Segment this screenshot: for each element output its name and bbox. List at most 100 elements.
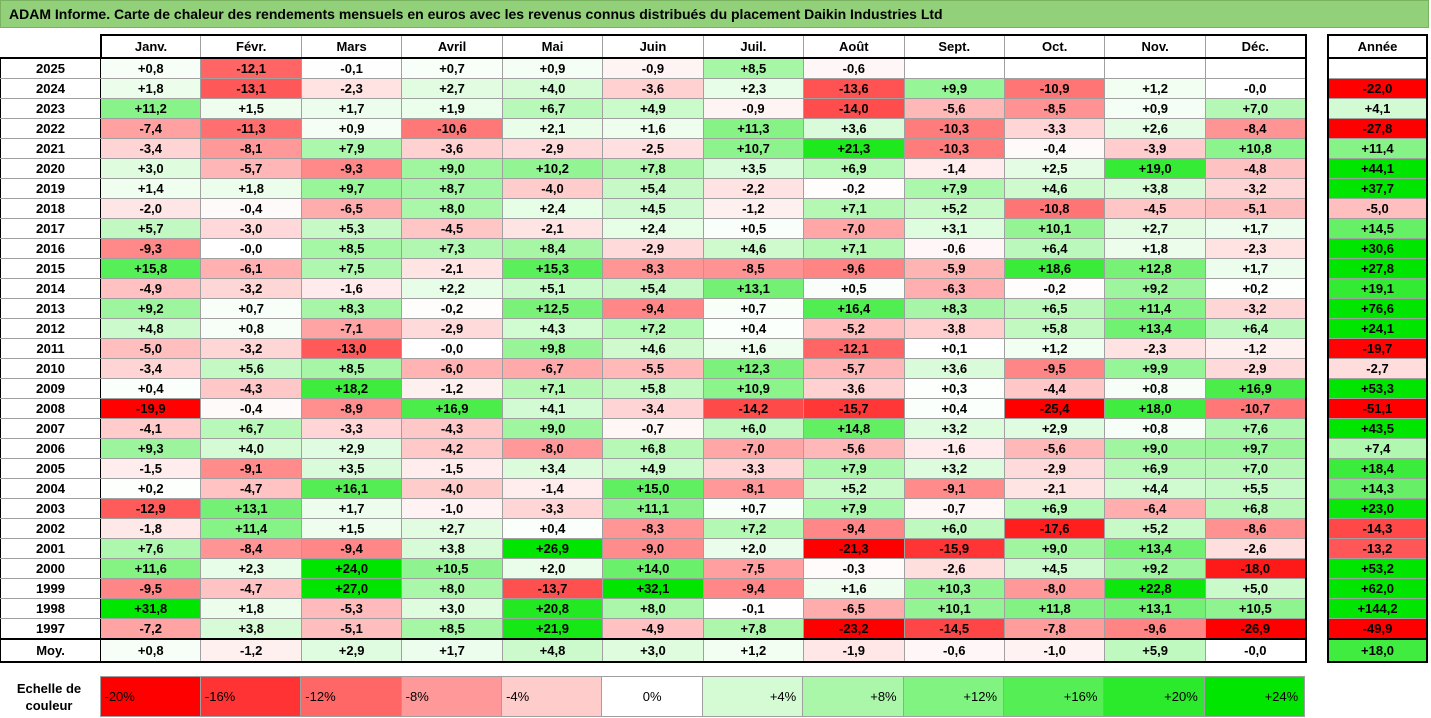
annual-cell: +43,5: [1327, 418, 1428, 439]
heatmap-cell: -26,9: [1204, 618, 1307, 640]
heatmap-cell: -4,7: [200, 578, 302, 599]
heatmap-cell: +10,2: [501, 158, 604, 179]
heatmap-cell: +1,7: [1204, 218, 1307, 239]
year-label: 2011: [0, 338, 102, 359]
heatmap-cell: +7,3: [401, 238, 503, 259]
heatmap-cell: -4,0: [401, 478, 503, 499]
heatmap-cell: +6,5: [1003, 298, 1106, 319]
average-annual-cell: +18,0: [1327, 638, 1428, 663]
average-cell: +3,0: [602, 638, 704, 663]
heatmap-cell: -23,2: [803, 618, 905, 640]
heatmap-cell: +9,2: [1104, 558, 1206, 579]
heatmap-cell: +11,8: [1003, 598, 1106, 619]
heatmap-cell: +7,1: [803, 198, 905, 219]
heatmap-cell: -2,5: [602, 138, 704, 159]
heatmap-cell: +2,9: [1003, 418, 1106, 439]
heatmap-cell: +3,6: [803, 118, 905, 139]
heatmap-cell: -3,3: [300, 418, 403, 439]
heatmap-cell: +20,8: [501, 598, 604, 619]
year-row: 2001 +7,6 -8,4 -9,4 +3,8 +26,9 -9,0 +2,0 -21,3 -1…: [0, 538, 1307, 559]
heatmap-cell: +3,2: [903, 458, 1005, 479]
heatmap-cell: -11,3: [200, 118, 302, 139]
heatmap-cell: +15,3: [501, 258, 604, 279]
heatmap-cell: +10,3: [903, 578, 1005, 599]
heatmap-cell: +12,3: [702, 358, 805, 379]
heatmap-cell: -0,1: [300, 57, 403, 79]
heatmap-cell: -1,2: [401, 378, 503, 399]
heatmap-cell: -10,7: [1204, 398, 1307, 419]
heatmap-cell: +10,8: [1204, 138, 1307, 159]
scale-swatch: -16%: [199, 676, 302, 717]
average-cell: -0,6: [903, 638, 1005, 663]
heatmap-cell: +6,9: [1003, 498, 1106, 519]
year-row: 2009 +0,4 -4,3 +18,2 -1,2 +7,1 +5,8 +10,9 -3,6 +0…: [0, 378, 1307, 399]
year-label: 1999: [0, 578, 102, 599]
heatmap-cell: -2,9: [1204, 358, 1307, 379]
year-row: 2019 +1,4 +1,8 +9,7 +8,7 -4,0 +5,4 -2,2 -0,2 +7,9…: [0, 178, 1307, 199]
heatmap-cell: +4,5: [602, 198, 704, 219]
heatmap-cell: +16,9: [1204, 378, 1307, 399]
heatmap-cell: -4,2: [401, 438, 503, 459]
annual-cell: -49,9: [1327, 618, 1428, 640]
heatmap-cell: -3,2: [1204, 298, 1307, 319]
heatmap-cell: +9,0: [501, 418, 604, 439]
heatmap-cell: -8,9: [300, 398, 403, 419]
heatmap-cell: +0,9: [300, 118, 403, 139]
year-row: 2013 +9,2 +0,7 +8,3 -0,2 +12,5 -9,4 +0,7 +16,4 +8…: [0, 298, 1307, 319]
heatmap-cell: -9,6: [803, 258, 905, 279]
heatmap-cell: -0,2: [401, 298, 503, 319]
heatmap-cell: +3,8: [401, 538, 503, 559]
heatmap-cell: +9,2: [100, 298, 202, 319]
year-row: 2024 +1,8 -13,1 -2,3 +2,7 +4,0 -3,6 +2,3 -13,6 +9…: [0, 78, 1307, 99]
heatmap-cell: +21,3: [803, 138, 905, 159]
heatmap-cell: +7,9: [803, 498, 905, 519]
year-row: 2021 -3,4 -8,1 +7,9 -3,6 -2,9 -2,5 +10,7 +21,3 -1…: [0, 138, 1307, 159]
annual-cell: -27,8: [1327, 118, 1428, 139]
heatmap-cell: +8,0: [401, 198, 503, 219]
heatmap-cell: +7,8: [702, 618, 805, 640]
heatmap-cell: +3,8: [200, 618, 302, 640]
heatmap-cell: -0,1: [702, 598, 805, 619]
heatmap-cell: [1104, 57, 1206, 79]
heatmap-cell: [1003, 57, 1106, 79]
heatmap-cell: +7,8: [602, 158, 704, 179]
annual-cell: -19,7: [1327, 338, 1428, 359]
heatmap-cell: +0,4: [702, 318, 805, 339]
heatmap-cell: -2,1: [501, 218, 604, 239]
heatmap-cell: -4,3: [401, 418, 503, 439]
year-label: 2021: [0, 138, 102, 159]
heatmap-cell: -9,1: [200, 458, 302, 479]
heatmap-cell: +4,5: [1003, 558, 1106, 579]
heatmap-cell: -5,6: [903, 98, 1005, 119]
heatmap-cell: -7,1: [300, 318, 403, 339]
heatmap-cell: +11,6: [100, 558, 202, 579]
heatmap-cell: +21,9: [501, 618, 604, 640]
heatmap-cell: +10,7: [702, 138, 805, 159]
heatmap-cell: -3,0: [200, 218, 302, 239]
heatmap-cell: -14,5: [903, 618, 1005, 640]
scale-swatch: +16%: [1003, 676, 1105, 717]
heatmap-cell: -4,9: [100, 278, 202, 299]
scale-swatch: -4%: [501, 676, 603, 717]
scale-swatch: -20%: [99, 676, 201, 717]
heatmap-cell: +5,5: [1204, 478, 1307, 499]
heatmap-cell: +18,2: [300, 378, 403, 399]
annual-cell: +11,4: [1327, 138, 1428, 159]
annual-cell: +23,0: [1327, 498, 1428, 519]
heatmap-cell: +4,6: [1003, 178, 1106, 199]
heatmap-cell: +4,9: [602, 458, 704, 479]
year-label: 2015: [0, 258, 102, 279]
year-row: 1998 +31,8 +1,8 -5,3 +3,0 +20,8 +8,0 -0,1 -6,5 +1…: [0, 598, 1307, 619]
annual-returns-column: Année -22,0 +4,1 -27,8 +11,4 +44,1 +37,7 -5,0 +…: [1327, 34, 1428, 663]
heatmap-cell: -9,4: [602, 298, 704, 319]
year-row: 2020 +3,0 -5,7 -9,3 +9,0 +10,2 +7,8 +3,5 +6,9 -1,…: [0, 158, 1307, 179]
year-label: 2003: [0, 498, 102, 519]
heatmap-cell: -2,2: [702, 178, 805, 199]
heatmap-cell: -9,3: [300, 158, 403, 179]
scale-swatch: +24%: [1203, 676, 1306, 717]
heatmap-cell: -6,1: [200, 258, 302, 279]
heatmap-cell: +12,5: [501, 298, 604, 319]
year-row: 1997 -7,2 +3,8 -5,1 +8,5 +21,9 -4,9 +7,8 -23,2 -1…: [0, 618, 1307, 640]
heatmap-cell: +2,9: [300, 438, 403, 459]
year-label: 2013: [0, 298, 102, 319]
